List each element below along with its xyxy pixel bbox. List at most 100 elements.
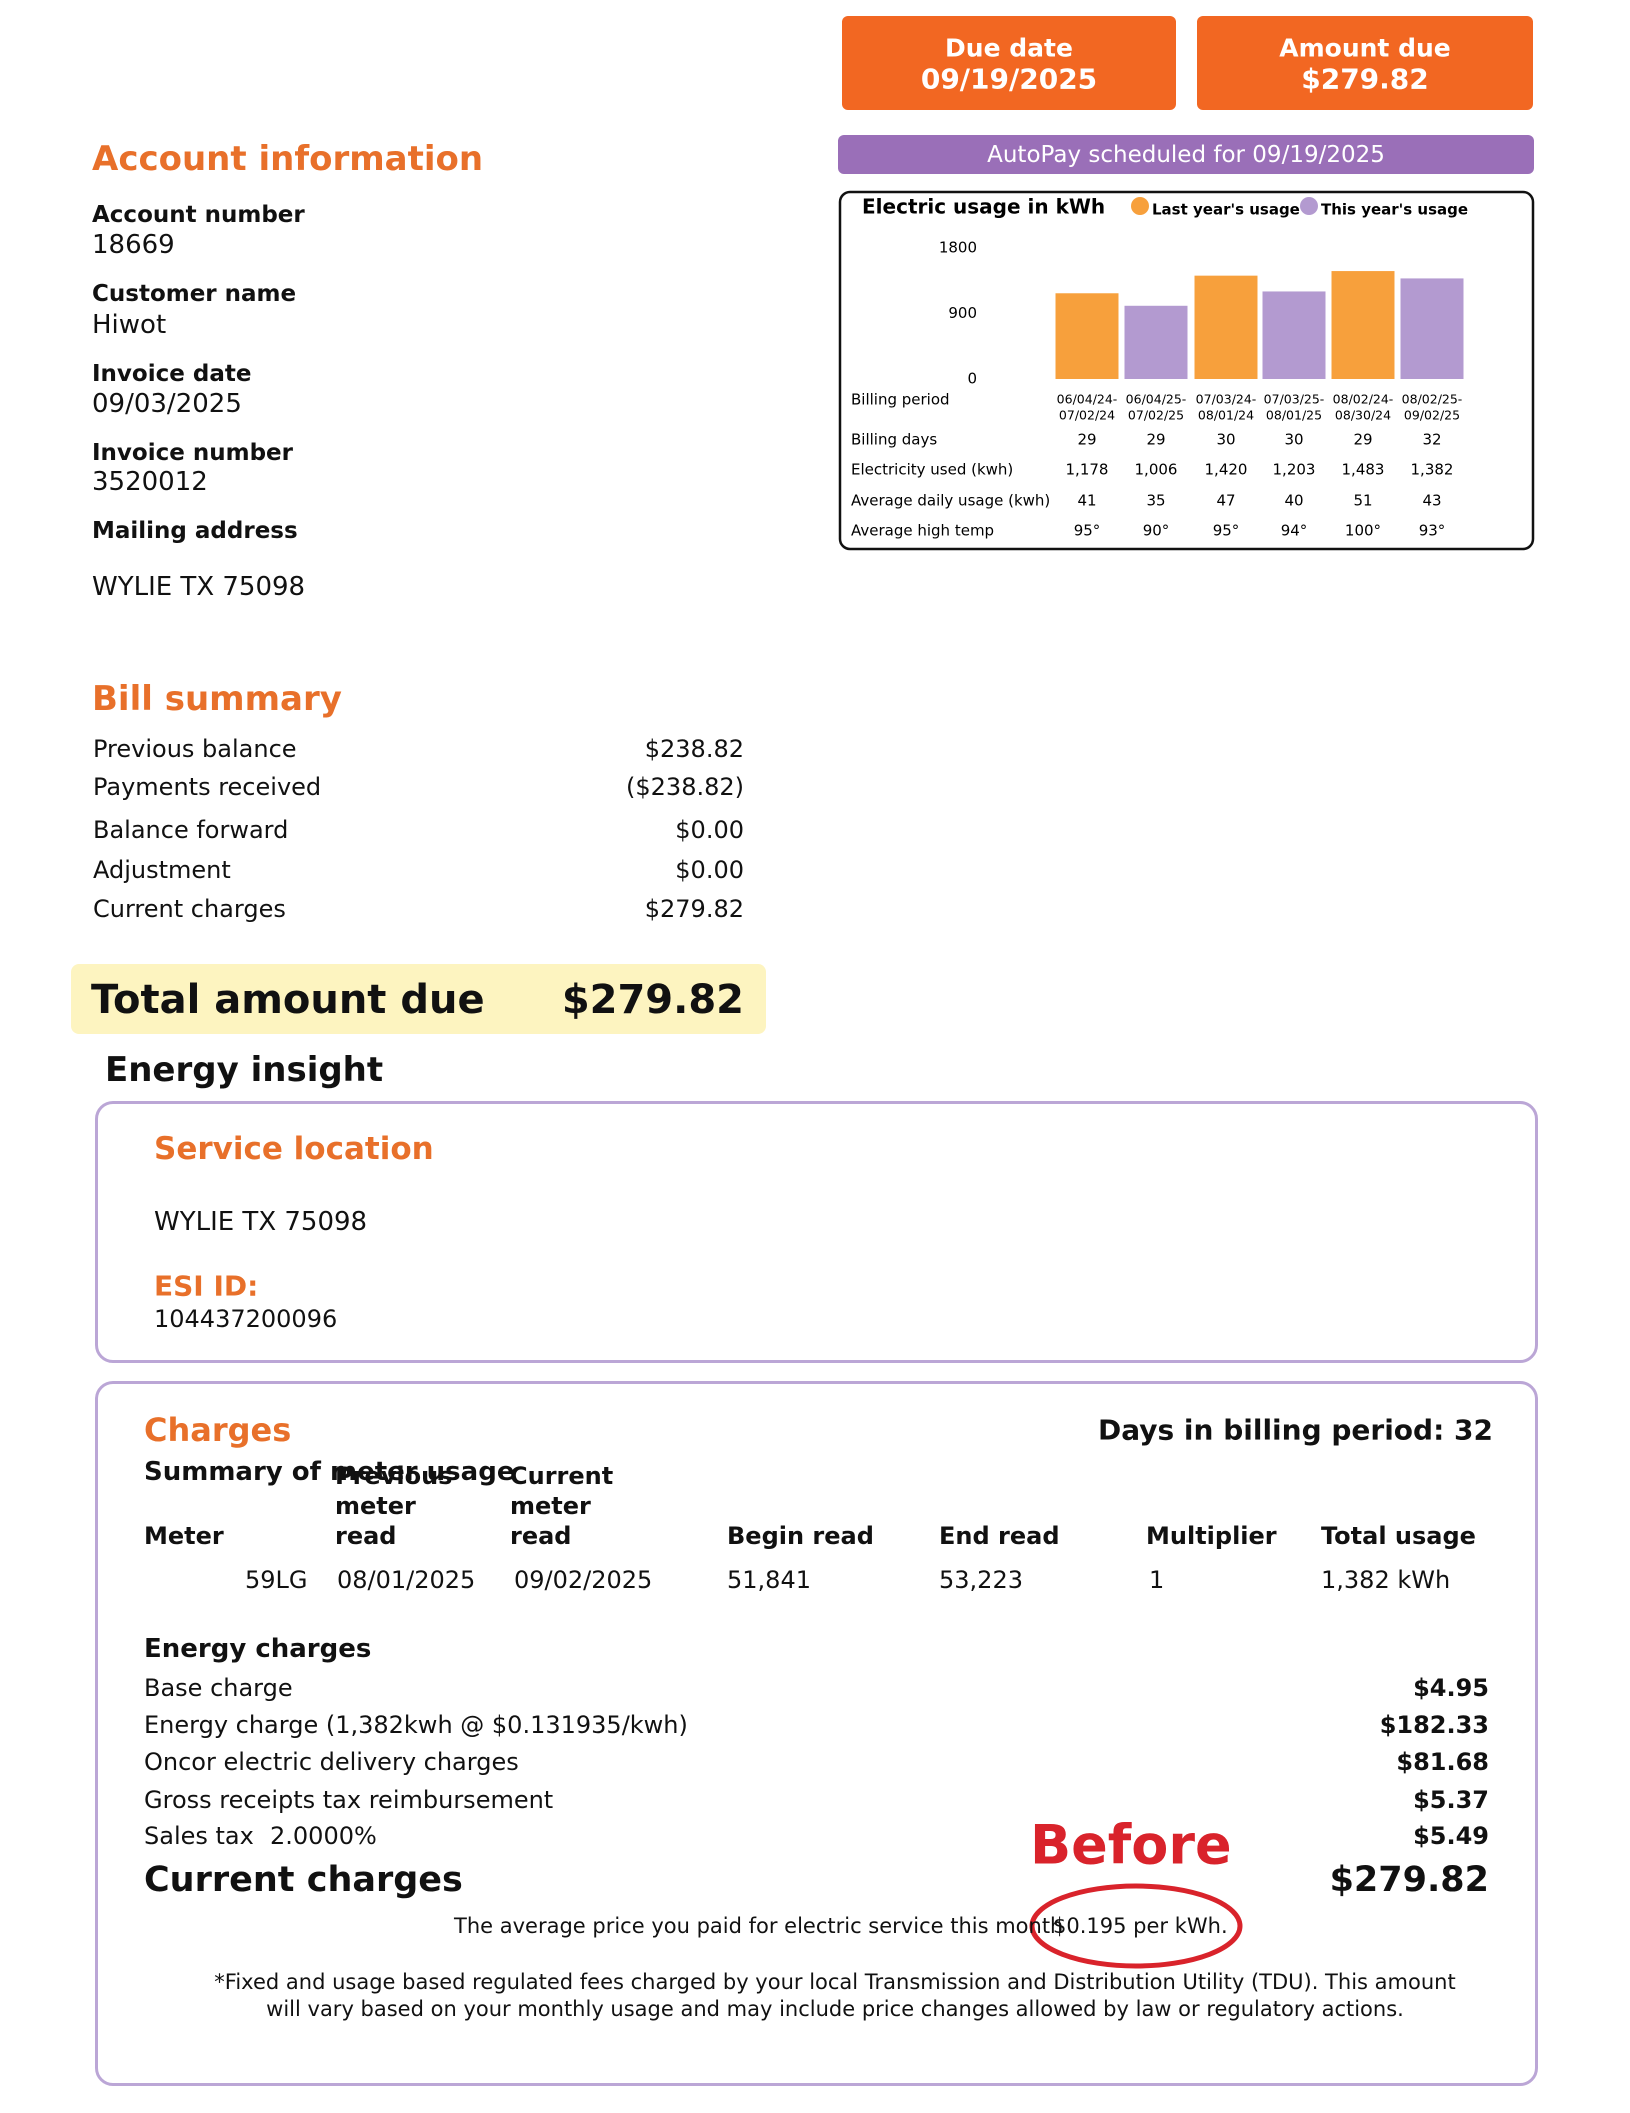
- row-cell: 1,203: [1273, 461, 1316, 479]
- summary-amount: $0.00: [675, 816, 744, 844]
- total-label: Total amount due: [91, 977, 485, 1023]
- meter-header: Begin read: [727, 1522, 874, 1550]
- bar: [1400, 278, 1464, 379]
- y-tick-label: 0: [967, 370, 977, 388]
- days-in-period: Days in billing period: 32: [1097, 1413, 1493, 1447]
- row-cell: 94°: [1281, 522, 1308, 540]
- charge-label: Gross receipts tax reimbursement: [144, 1786, 554, 1814]
- charge-amount: $81.68: [1396, 1748, 1489, 1776]
- row-cell: 95°: [1074, 522, 1101, 540]
- esi-label: ESI ID:: [154, 1269, 259, 1303]
- row-label: Electricity used (kwh): [851, 461, 1013, 479]
- summary-amount: $279.82: [644, 895, 744, 923]
- row-cell: 1,006: [1135, 461, 1178, 479]
- meter-value: 08/01/2025: [337, 1566, 476, 1594]
- period-label: 08/30/24: [1335, 408, 1391, 423]
- due-date: 09/19/2025: [920, 62, 1098, 96]
- meter-value: 53,223: [939, 1566, 1023, 1594]
- charge-amount: $5.49: [1413, 1822, 1489, 1850]
- service-box: [95, 1101, 1538, 1363]
- row-cell: 95°: [1213, 522, 1240, 540]
- charges-box: [95, 1381, 1538, 2086]
- chart-title: Electric usage in kWh: [862, 195, 1105, 219]
- bar: [1262, 291, 1326, 379]
- field-label: Invoice date: [92, 361, 252, 387]
- row-cell: 90°: [1143, 522, 1170, 540]
- summary-label: Previous balance: [93, 735, 297, 763]
- annotation-circle: [1029, 1883, 1243, 1969]
- avg-price: $0.195 per kWh.: [1053, 1914, 1228, 1938]
- due-date-box: [842, 16, 1176, 110]
- autopay: AutoPay scheduled for 09/19/2025: [987, 142, 1385, 168]
- summary-amount: $0.00: [675, 856, 744, 884]
- current-charges-label: Current charges: [144, 1860, 463, 1900]
- y-tick-label: 900: [948, 304, 977, 322]
- field-label: Account number: [92, 202, 305, 228]
- meter-header: End read: [939, 1522, 1060, 1550]
- period-label: 07/03/24-: [1196, 392, 1257, 407]
- period-label: 08/01/24: [1198, 408, 1254, 423]
- autopay-bar: [838, 135, 1534, 174]
- bar: [1194, 275, 1258, 379]
- row-cell: 93°: [1419, 522, 1446, 540]
- amount-due: $279.82: [1301, 62, 1429, 96]
- row-cell: 32: [1422, 431, 1441, 449]
- usage-chart: Electric usage in kWh Last year's usage Th…: [838, 190, 1535, 551]
- amount-due-label: Amount due: [1279, 33, 1451, 63]
- period-label: 06/04/25-: [1126, 392, 1187, 407]
- row-cell: 1,178: [1066, 461, 1109, 479]
- summary-amount: $238.82: [644, 735, 744, 763]
- legend-label: This year's usage: [1321, 201, 1468, 219]
- annotation: Before: [1030, 1813, 1232, 1877]
- charge-amount: $5.37: [1413, 1786, 1489, 1814]
- meter-value: 1: [1149, 1566, 1165, 1594]
- row-cell: 29: [1146, 431, 1165, 449]
- row-cell: 29: [1353, 431, 1372, 449]
- charge-label: Oncor electric delivery charges: [144, 1748, 519, 1776]
- row-label: Average daily usage (kwh): [851, 492, 1050, 510]
- chart-frame: [838, 190, 1535, 551]
- charge-rate: 2.0000%: [270, 1822, 377, 1850]
- circle: [1029, 1883, 1243, 1969]
- period-label: 08/02/24-: [1333, 392, 1394, 407]
- period-label: 09/02/25: [1404, 408, 1460, 423]
- row-cell: 30: [1284, 431, 1303, 449]
- row-cell: 41: [1077, 492, 1096, 510]
- meter-value: 59LG: [245, 1566, 308, 1594]
- footnote: *Fixed and usage based regulated fees ch…: [214, 1970, 1456, 2021]
- legend-swatch: [1131, 197, 1149, 215]
- summary-label: Adjustment: [93, 856, 231, 884]
- field-value: WYLIE TX 75098: [92, 572, 306, 602]
- period-label: 06/04/24-: [1057, 392, 1118, 407]
- row-cell: 30: [1216, 431, 1235, 449]
- row-cell: 100°: [1345, 522, 1381, 540]
- row-label: Average high temp: [851, 522, 994, 540]
- row-cell: 47: [1216, 492, 1235, 510]
- total-amount: $279.82: [561, 977, 744, 1023]
- row-cell: 35: [1146, 492, 1165, 510]
- section-title: Bill summary: [92, 679, 342, 719]
- total-box: [71, 964, 766, 1034]
- row-cell: 51: [1353, 492, 1372, 510]
- section-title: Energy insight: [105, 1050, 384, 1090]
- row-cell: 40: [1284, 492, 1303, 510]
- due-date-label: Due date: [945, 33, 1073, 63]
- field-label: Customer name: [92, 281, 297, 307]
- bar: [1331, 271, 1395, 379]
- meter-value: 51,841: [727, 1566, 811, 1594]
- service-title: Service location: [154, 1131, 434, 1167]
- legend-swatch: [1300, 197, 1318, 215]
- service-address: WYLIE TX 75098: [154, 1207, 368, 1237]
- row-cell: 43: [1422, 492, 1441, 510]
- field-value: 09/03/2025: [92, 389, 242, 419]
- bar: [1124, 305, 1188, 379]
- summary-amount: ($238.82): [626, 773, 744, 801]
- field-label: Mailing address: [92, 518, 298, 544]
- charge-label: Sales tax: [144, 1822, 254, 1850]
- esi-id: 104437200096: [154, 1305, 338, 1333]
- meter-header: Multiplier: [1146, 1522, 1277, 1550]
- row-cell: 1,483: [1342, 461, 1385, 479]
- summary-label: Payments received: [93, 773, 322, 801]
- period-label: 08/02/25-: [1402, 392, 1463, 407]
